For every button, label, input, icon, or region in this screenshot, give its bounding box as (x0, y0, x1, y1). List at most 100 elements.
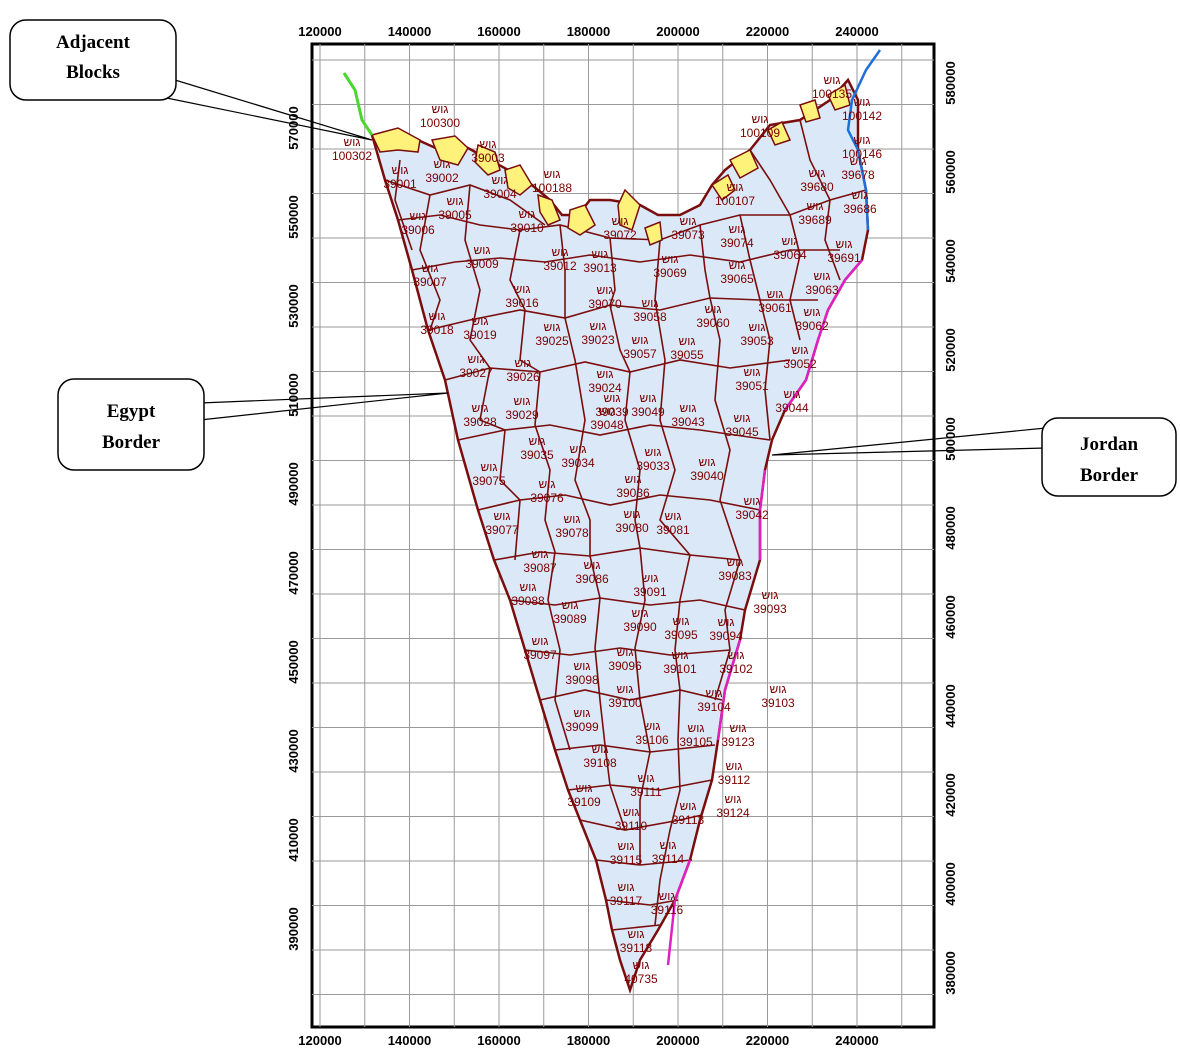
block-prefix: גוש (809, 166, 826, 180)
block-number: 39076 (530, 491, 564, 505)
block-number: 39089 (553, 612, 587, 626)
block-number: 39057 (623, 347, 657, 361)
adjacent-blocks-callout: Adjacent Blocks (9, 19, 373, 141)
block-number: 39074 (720, 236, 754, 250)
block-number: 39114 (652, 852, 685, 866)
block-number: 39035 (520, 448, 554, 462)
block-number: 39058 (633, 310, 667, 324)
block-number: 39040 (690, 469, 724, 483)
y-tick-label-left: 570000 (286, 106, 301, 149)
block-prefix: גוש (429, 309, 446, 323)
y-tick-label-right: 400000 (943, 862, 958, 905)
y-tick-label-right: 500000 (943, 417, 958, 460)
block-prefix: גוש (576, 781, 593, 795)
block-prefix: גוש (574, 706, 591, 720)
block-number: 39053 (740, 334, 774, 348)
block-prefix: גוש (344, 135, 361, 149)
block-prefix: גוש (392, 163, 409, 177)
block-prefix: גוש (514, 282, 531, 296)
block-number: 100142 (842, 109, 882, 123)
block-prefix: גוש (699, 455, 716, 469)
block-prefix: גוש (624, 507, 641, 521)
y-tick-label-left: 510000 (286, 373, 301, 416)
block-number: 39070 (588, 297, 622, 311)
block-prefix: גוש (640, 391, 657, 405)
y-tick-label-right: 580000 (943, 61, 958, 104)
block-number: 39691 (827, 251, 861, 265)
block-number: 39098 (565, 673, 599, 687)
block-number: 39102 (719, 662, 753, 676)
block-prefix: גוש (642, 571, 659, 585)
block-prefix: גוש (854, 95, 871, 109)
x-tick-label-top: 140000 (388, 24, 431, 39)
block-prefix: גוש (642, 296, 659, 310)
block-prefix: גוש (706, 686, 723, 700)
block-number: 39086 (575, 572, 609, 586)
block-number: 39007 (413, 275, 447, 289)
block-number: 39112 (718, 773, 751, 787)
block-number: 39069 (653, 266, 687, 280)
block-number: 100135 (812, 87, 852, 101)
block-number: 39083 (718, 569, 752, 583)
block-number: 39051 (735, 379, 769, 393)
block-number: 39123 (721, 735, 755, 749)
block-number: 39029 (505, 408, 539, 422)
block-prefix: גוש (597, 367, 614, 381)
block-prefix: גוש (432, 102, 449, 116)
block-number: 39080 (615, 521, 649, 535)
block-prefix: גוש (633, 958, 650, 972)
block-number: 39001 (383, 177, 417, 191)
block-number: 100188 (532, 181, 572, 195)
block-number: 39088 (511, 594, 545, 608)
block-prefix: גוש (680, 799, 697, 813)
block-prefix: גוש (519, 207, 536, 221)
block-prefix: גוש (592, 742, 609, 756)
block-prefix: גוש (515, 356, 532, 370)
block-number: 39073 (671, 228, 705, 242)
block-prefix: גוש (592, 247, 609, 261)
block-prefix: גוש (480, 137, 497, 151)
block-number: 39110 (615, 819, 648, 833)
block-number: 39063 (805, 283, 839, 297)
block-number: 39101 (663, 662, 697, 676)
y-axis-left: 570000 550000 530000 510000 490000 470000 4500… (286, 106, 301, 950)
block-prefix: גוש (734, 411, 751, 425)
block-prefix: גוש (852, 188, 869, 202)
block-prefix: גוש (850, 154, 867, 168)
block-number: 39033 (636, 459, 670, 473)
block-prefix: גוש (617, 682, 634, 696)
block-number: 39064 (773, 248, 807, 262)
block-number: 39027 (459, 366, 493, 380)
block-prefix: גוש (494, 509, 511, 523)
block-prefix: גוש (662, 252, 679, 266)
block-number: 39039 (595, 405, 629, 419)
block-number: 39077 (485, 523, 519, 537)
block-prefix: גוש (744, 494, 761, 508)
